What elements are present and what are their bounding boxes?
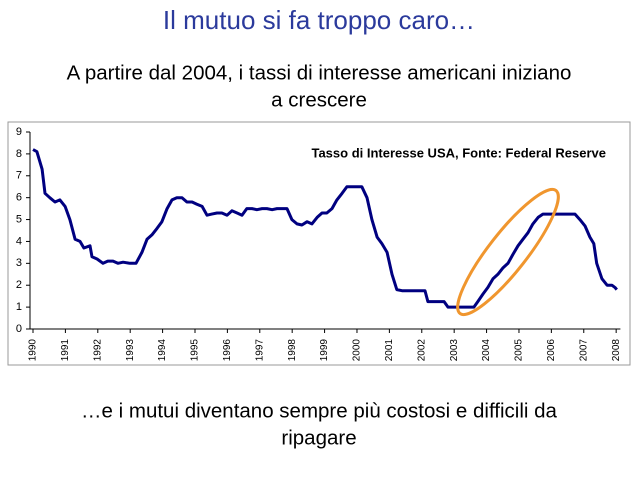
x-tick-label: 1993 [125,339,136,362]
subtitle: a crescere [271,88,367,111]
x-tick-label: 2000 [352,339,363,362]
y-tick-label: 8 [16,148,22,160]
chart-title: Tasso di Interesse USA, Fonte: Federal R… [311,145,606,160]
y-tick-label: 4 [16,235,22,247]
x-tick-label: 2003 [449,339,460,362]
y-tick-label: 5 [16,213,22,225]
x-tick-label: 2005 [514,339,525,362]
chart-frame [7,121,631,366]
subtitle: A partire dal 2004, i tassi di interesse… [67,61,572,84]
y-tick-label: 0 [16,323,22,335]
x-tick-label: 2007 [578,339,589,362]
highlight-ellipse [456,187,560,317]
y-tick-label: 1 [16,301,22,313]
x-tick-label: 2004 [481,339,492,362]
x-tick-label: 1994 [157,339,168,362]
y-tick-label: 2 [16,279,22,291]
x-tick-label: 1992 [92,339,103,362]
slide-title: Il mutuo si fa troppo caro… [163,5,475,35]
y-tick-label: 6 [16,192,22,204]
x-tick-label: 1996 [222,339,233,362]
x-tick-label: 2006 [546,339,557,362]
x-tick-label: 1991 [60,339,71,362]
x-tick-label: 2002 [416,339,427,362]
footer: ripagare [281,426,356,449]
x-tick-label: 1998 [287,339,298,362]
footer: …e i mutui diventano sempre più costosi … [81,399,558,422]
x-tick-label: 1990 [28,339,39,362]
plot: 0 1 2 3 4 5 6 7 8 9 1990 1991 1992 1993 1994 1995 1996 19… [16,126,622,361]
x-tick-label: 1997 [254,339,265,362]
y-tick-label: 7 [16,170,22,182]
x-tick-label: 2008 [611,339,622,362]
y-tick-label: 9 [16,126,22,138]
x-tick-label: 2001 [384,339,395,362]
x-tick-label: 1995 [190,339,201,362]
data-line [32,148,618,309]
x-tick-label: 1999 [319,339,330,362]
y-tick-label: 3 [16,257,22,269]
